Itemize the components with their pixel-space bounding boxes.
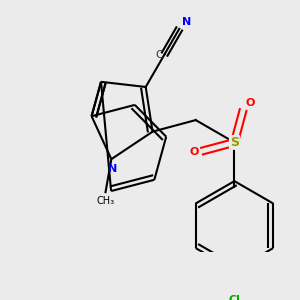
Text: C: C — [155, 50, 163, 60]
Text: O: O — [246, 98, 255, 108]
Text: N: N — [108, 164, 118, 174]
Text: Cl: Cl — [229, 295, 240, 300]
Text: S: S — [230, 136, 239, 149]
Text: O: O — [189, 147, 199, 157]
Text: N: N — [182, 17, 191, 27]
Text: CH₃: CH₃ — [97, 196, 115, 206]
